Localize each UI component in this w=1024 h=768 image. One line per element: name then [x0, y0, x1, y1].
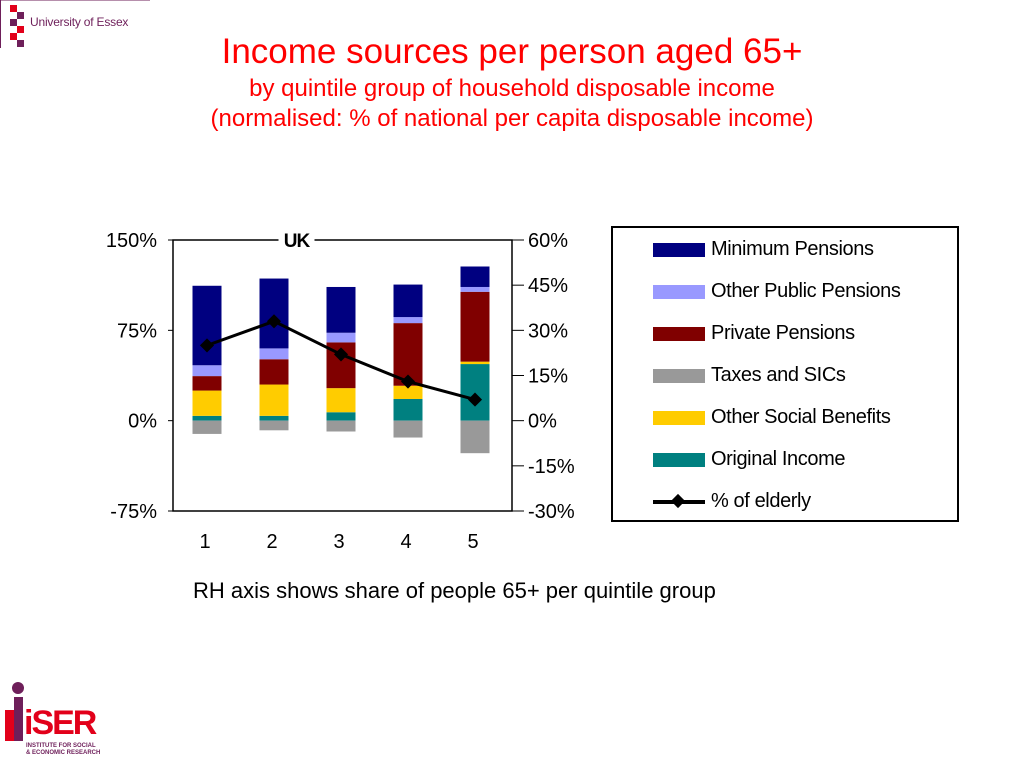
- bar-segment: [460, 291, 490, 362]
- legend-label: Other Social Benefits: [711, 406, 891, 428]
- y2-tick-label: 60%: [528, 230, 568, 252]
- legend-label: Other Public Pensions: [711, 280, 901, 302]
- bar-segment-negative: [192, 420, 222, 434]
- bar-segment-negative: [326, 420, 356, 432]
- iser-logo-name: iSER: [24, 704, 97, 742]
- y-tick-label: 150%: [106, 230, 157, 252]
- bar-segment: [326, 412, 356, 421]
- x-tick-label: 2: [266, 531, 277, 553]
- iser-logo-graphic: [5, 682, 24, 741]
- bar-segment: [259, 348, 289, 360]
- y2-tick-label: 15%: [528, 366, 568, 388]
- elderly-share-point: [199, 338, 215, 353]
- page-title: Income sources per person aged 65+: [221, 32, 803, 71]
- legend-label: % of elderly: [711, 490, 811, 512]
- bar-segment: [393, 385, 423, 399]
- y2-tick-label: 30%: [528, 320, 568, 342]
- university-logo-text: University of Essex: [30, 15, 129, 29]
- bar-segment: [192, 390, 222, 416]
- bar-segment: [393, 284, 423, 318]
- bar-segment: [192, 365, 222, 377]
- y-tick-label: -75%: [110, 501, 157, 523]
- y2-tick-label: 45%: [528, 275, 568, 297]
- legend-marker-swatch: [670, 493, 686, 509]
- title-block: Income sources per person aged 65+ by qu…: [0, 30, 1024, 134]
- iser-logo-caption-2: & ECONOMIC RESEARCH: [26, 750, 101, 756]
- bar-segment: [326, 332, 356, 343]
- legend-swatch: [653, 327, 705, 341]
- iser-logo: iSER INSTITUTE FOR SOCIAL & ECONOMIC RES…: [0, 680, 100, 760]
- y2-tick-label: -30%: [528, 501, 575, 523]
- bar-segment: [259, 384, 289, 416]
- bar-segment-negative: [393, 420, 423, 438]
- legend-label: Private Pensions: [711, 322, 855, 344]
- bar-segment: [460, 364, 490, 421]
- bar-segment: [326, 388, 356, 413]
- x-tick-label: 1: [199, 531, 210, 553]
- elderly-share-point: [266, 314, 282, 329]
- x-tick-label: 3: [333, 531, 344, 553]
- bar-segment-negative: [259, 420, 289, 431]
- chart-title: UK: [284, 231, 311, 252]
- bar-segment: [192, 285, 222, 366]
- x-tick-label: 4: [400, 531, 411, 553]
- legend-label: Original Income: [711, 448, 846, 470]
- bar-segment: [460, 266, 490, 287]
- y-tick-label: 0%: [128, 411, 157, 433]
- legend-swatch: [653, 369, 705, 383]
- bar-segment: [259, 415, 289, 421]
- bar-segment-negative: [460, 420, 490, 454]
- bar-segment: [192, 415, 222, 421]
- legend-swatch: [653, 243, 705, 257]
- elderly-share-point: [467, 392, 483, 407]
- y2-tick-label: -15%: [528, 456, 575, 478]
- bar-segment: [460, 286, 490, 292]
- university-of-essex-logo: [0, 0, 150, 48]
- chart-legend: Minimum Pensions Other Public Pensions Pri…: [611, 226, 959, 522]
- bar-segment: [259, 278, 289, 349]
- page-subtitle-2: (normalised: % of national per capita di…: [210, 105, 814, 132]
- iser-logo-caption-1: INSTITUTE FOR SOCIAL: [26, 743, 96, 749]
- axis-note: RH axis shows share of people 65+ per qu…: [193, 578, 716, 603]
- legend-label: Minimum Pensions: [711, 238, 874, 260]
- page-subtitle-1: by quintile group of household disposabl…: [249, 75, 775, 102]
- bar-segment: [192, 376, 222, 391]
- x-tick-label: 5: [467, 531, 478, 553]
- legend-label: Taxes and SICs: [711, 364, 846, 386]
- legend-swatch: [653, 453, 705, 467]
- bar-segment: [393, 398, 423, 421]
- bar-segment: [326, 286, 356, 333]
- y-tick-label: 75%: [117, 320, 157, 342]
- y2-tick-label: 0%: [528, 411, 557, 433]
- elderly-share-point: [333, 347, 349, 362]
- chart-title-gap: [278, 238, 315, 242]
- bar-segment: [393, 317, 423, 324]
- elderly-share-point: [400, 374, 416, 389]
- legend-swatch: [653, 285, 705, 299]
- bar-segment: [259, 359, 289, 385]
- legend-swatch: [653, 411, 705, 425]
- bar-segment: [460, 361, 490, 365]
